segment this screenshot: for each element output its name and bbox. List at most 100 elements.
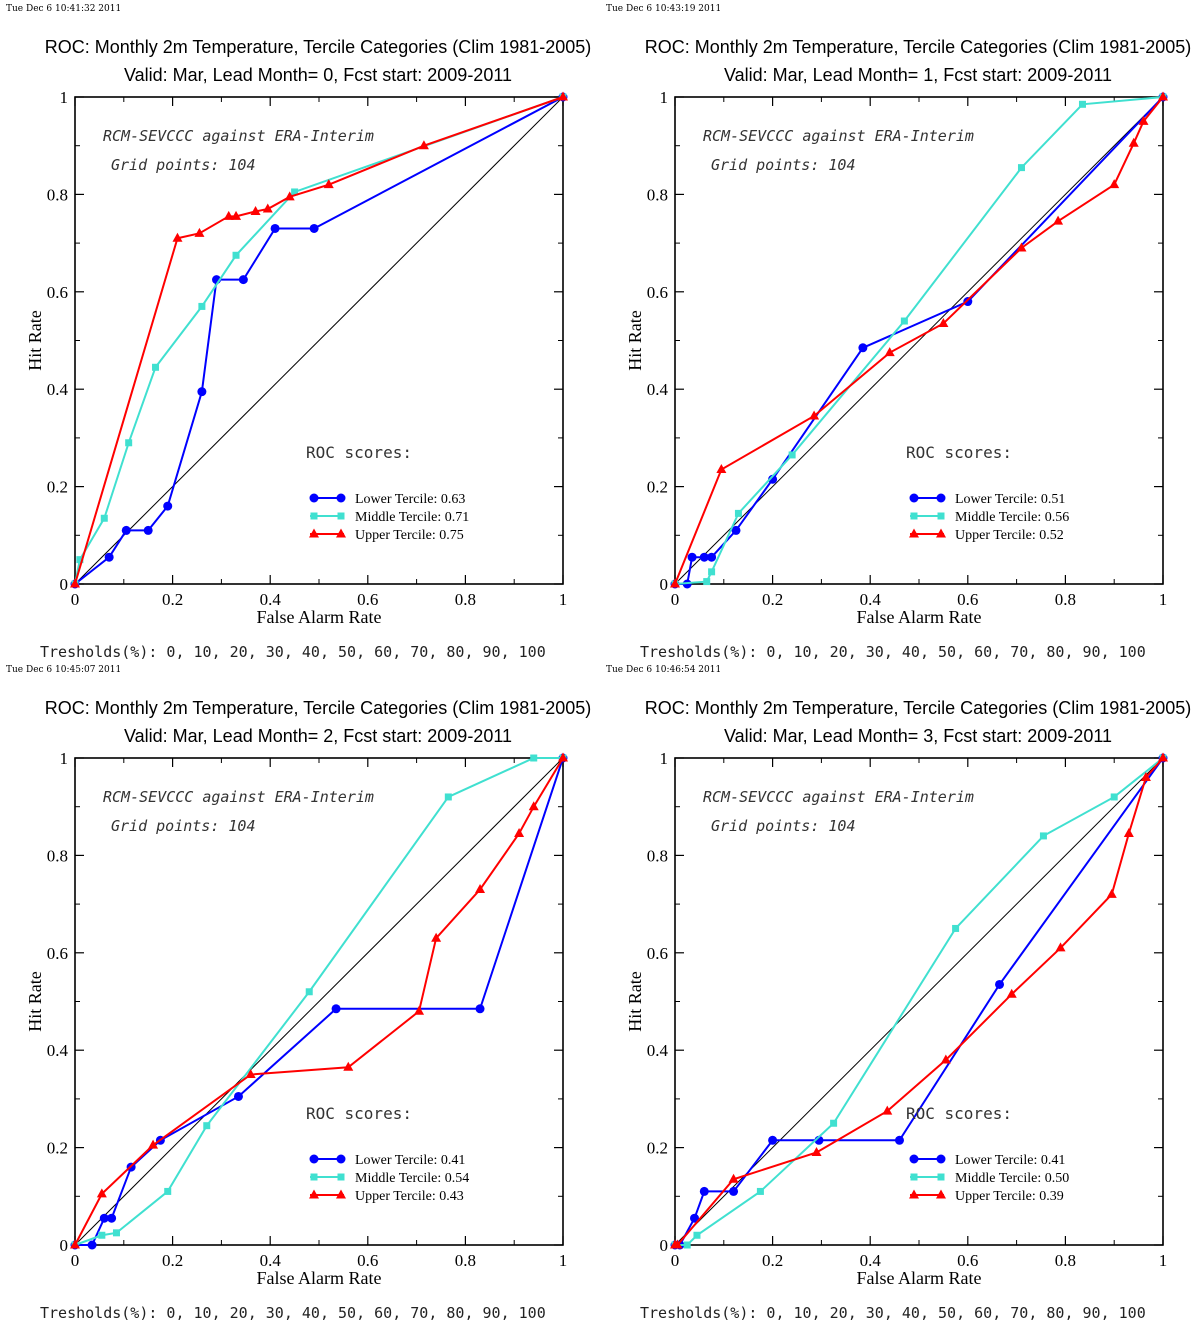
- data-point-2: [530, 754, 538, 762]
- data-point-2: [444, 793, 452, 801]
- roc-scores-title: ROC scores:: [906, 443, 1012, 462]
- data-point-3: [1138, 115, 1149, 125]
- legend-marker-2: [310, 1173, 318, 1181]
- series-line-1: [75, 757, 564, 1246]
- x-tick-label: 0.2: [762, 590, 783, 609]
- y-tick-label: 0.2: [647, 1139, 668, 1158]
- y-tick-label: 1: [60, 749, 69, 768]
- data-point-2: [232, 251, 240, 259]
- data-point-3: [245, 1069, 256, 1079]
- chart-title: ROC: Monthly 2m Temperature, Tercile Cat…: [645, 698, 1192, 718]
- legend-label: Lower Tercile: 0.63: [355, 492, 465, 507]
- legend-label: Middle Tercile: 0.71: [355, 510, 469, 525]
- chart-title: ROC: Monthly 2m Temperature, Tercile Cat…: [45, 37, 592, 57]
- data-point-3: [728, 1173, 739, 1183]
- thresholds-caption: Tresholds(%): 0, 10, 20, 30, 40, 50, 60,…: [40, 1304, 546, 1322]
- x-tick-label: 0.4: [860, 590, 882, 609]
- roc-panel-3: Tue Dec 6 10:45:07 2011 ROC: Monthly 2m T…: [6, 665, 591, 1322]
- x-tick-label: 0: [671, 1251, 680, 1270]
- data-point-3: [418, 140, 429, 150]
- y-tick-label: 0: [60, 1236, 69, 1255]
- data-point-1: [331, 1004, 341, 1014]
- data-point-2: [112, 1229, 120, 1237]
- data-point-1: [690, 1213, 700, 1223]
- y-axis-label: Hit Rate: [25, 310, 45, 371]
- y-tick-label: 0.6: [47, 283, 68, 302]
- data-point-2: [703, 578, 711, 586]
- legend-label: Upper Tercile: 0.52: [955, 528, 1064, 543]
- y-tick-label: 0: [60, 575, 69, 594]
- grid-points-annotation: Grid points: 104: [711, 156, 856, 174]
- legend-marker-2: [337, 1173, 345, 1181]
- data-point-1: [104, 552, 114, 562]
- data-point-3: [96, 1188, 107, 1198]
- data-point-2: [830, 1119, 838, 1127]
- chart-title: ROC: Monthly 2m Temperature, Tercile Cat…: [45, 698, 592, 718]
- data-point-2: [788, 451, 796, 459]
- y-tick-label: 0.4: [647, 1041, 669, 1060]
- data-point-3: [1128, 137, 1139, 147]
- y-tick-label: 0.8: [47, 846, 68, 865]
- chart-subtitle: Valid: Mar, Lead Month= 2, Fcst start: 2…: [124, 726, 512, 746]
- data-point-1: [309, 223, 319, 233]
- roc-panel-4: Tue Dec 6 10:46:54 2011 ROC: Monthly 2m T…: [606, 665, 1191, 1322]
- y-tick-label: 0.4: [47, 1041, 69, 1060]
- x-tick-label: 0.6: [957, 1251, 978, 1270]
- data-point-3: [262, 203, 273, 213]
- data-point-1: [687, 552, 697, 562]
- legend-marker-3: [936, 1189, 946, 1199]
- data-point-2: [756, 1187, 764, 1195]
- legend-marker-2: [910, 512, 918, 520]
- series-line-3: [675, 757, 1164, 1246]
- model-annotation: RCM-SEVCCC against ERA-Interim: [703, 127, 974, 145]
- x-tick-label: 0: [671, 590, 680, 609]
- data-point-1: [963, 297, 973, 307]
- no-skill-diagonal: [674, 757, 1164, 1246]
- data-point-2: [76, 556, 84, 564]
- data-point-2: [1039, 832, 1047, 840]
- data-point-3: [716, 464, 727, 474]
- grid-points-annotation: Grid points: 104: [711, 817, 856, 835]
- y-tick-label: 0.8: [647, 185, 668, 204]
- data-point-3: [250, 205, 261, 215]
- x-tick-label: 0: [71, 590, 80, 609]
- data-point-3: [1016, 242, 1027, 252]
- roc-scores-title: ROC scores:: [906, 1104, 1012, 1123]
- no-skill-diagonal: [74, 757, 564, 1246]
- data-point-2: [693, 1231, 701, 1239]
- legend-marker-1: [909, 1154, 919, 1164]
- legend-marker-2: [910, 1173, 918, 1181]
- y-tick-label: 0.8: [47, 185, 68, 204]
- grid-points-annotation: Grid points: 104: [111, 817, 256, 835]
- data-point-2: [98, 1231, 106, 1239]
- legend-marker-1: [936, 1154, 946, 1164]
- legend-label: Upper Tercile: 0.39: [955, 1189, 1064, 1204]
- y-tick-label: 1: [660, 749, 669, 768]
- data-point-1: [894, 1135, 904, 1145]
- y-tick-label: 0.6: [647, 283, 668, 302]
- data-point-3: [809, 410, 820, 420]
- chart-subtitle: Valid: Mar, Lead Month= 1, Fcst start: 2…: [724, 65, 1112, 85]
- x-tick-label: 0.6: [357, 590, 378, 609]
- timestamp: Tue Dec 6 10:45:07 2011: [6, 665, 121, 675]
- data-point-3: [475, 883, 486, 893]
- y-tick-label: 1: [60, 88, 69, 107]
- x-tick-label: 0.2: [162, 1251, 183, 1270]
- data-point-3: [284, 191, 295, 201]
- roc-scores-title: ROC scores:: [306, 443, 412, 462]
- data-point-3: [431, 932, 442, 942]
- data-point-3: [1053, 215, 1064, 225]
- legend-marker-3: [309, 528, 319, 538]
- data-point-3: [882, 1105, 893, 1115]
- data-point-3: [528, 801, 539, 811]
- model-annotation: RCM-SEVCCC against ERA-Interim: [103, 127, 374, 145]
- data-point-1: [699, 1186, 709, 1196]
- data-point-3: [343, 1061, 354, 1071]
- legend-marker-1: [309, 1154, 319, 1164]
- legend-label: Middle Tercile: 0.56: [955, 510, 1069, 525]
- y-tick-label: 0.2: [47, 478, 68, 497]
- x-axis-label: False Alarm Rate: [857, 1268, 982, 1288]
- legend-label: Lower Tercile: 0.41: [955, 1153, 1065, 1168]
- data-point-3: [414, 1005, 425, 1015]
